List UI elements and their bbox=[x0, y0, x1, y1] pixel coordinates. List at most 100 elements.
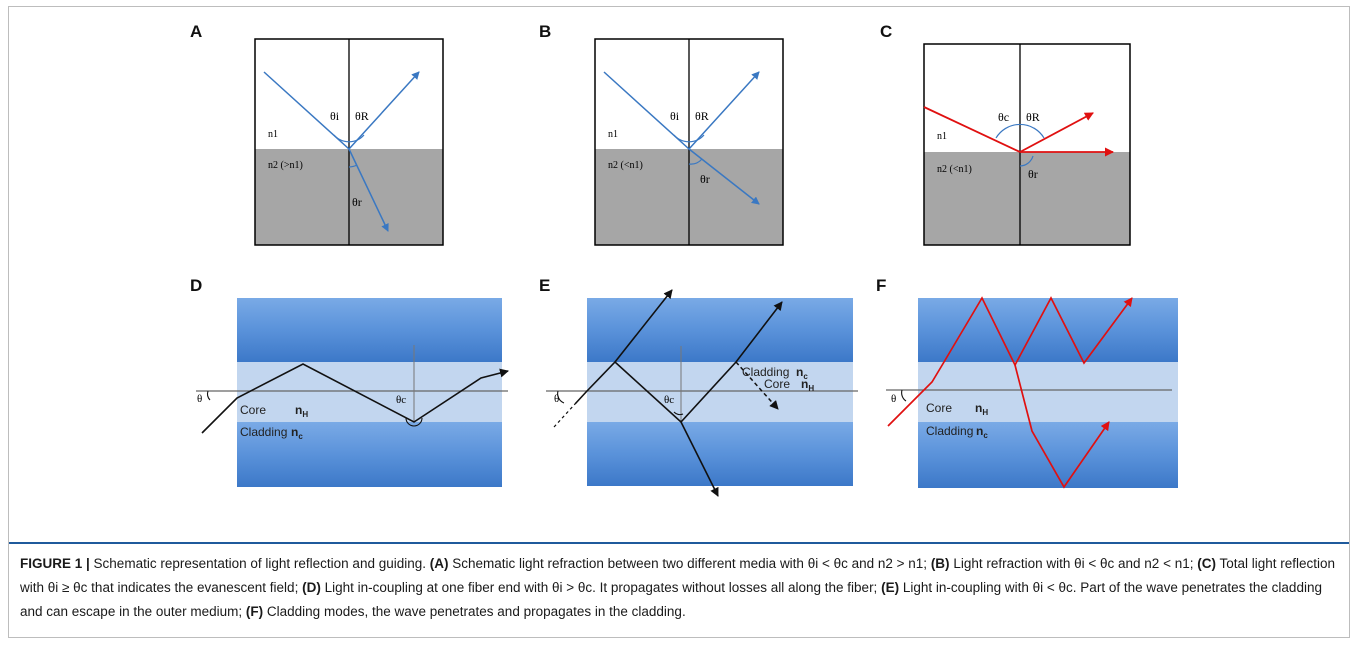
caption-tag-b: (B) bbox=[930, 556, 950, 571]
caption-tag-f: (F) bbox=[245, 604, 264, 619]
panel-letter-a: A bbox=[190, 22, 203, 41]
panel-f-theta: θ bbox=[891, 393, 896, 405]
panel-e-core-label: Core bbox=[764, 377, 790, 391]
panel-d-core-label: Core bbox=[240, 403, 266, 417]
panel-e-main-ray bbox=[574, 301, 783, 424]
caption-divider bbox=[9, 542, 1349, 544]
panel-d-guided-ray bbox=[201, 363, 509, 434]
caption-text-b: Light refraction with θi < θc and n2 < n… bbox=[949, 556, 1194, 571]
panel-letter-f: F bbox=[876, 276, 887, 295]
panel-d-diagram: θ θc Core nH Cladding nc bbox=[196, 298, 509, 487]
figure-caption: FIGURE 1 | Schematic representation of l… bbox=[20, 552, 1340, 624]
panel-e-cladding-top bbox=[587, 298, 853, 362]
panel-f-cladding-top bbox=[918, 298, 1178, 362]
panel-f-core-n: nH bbox=[975, 401, 988, 417]
caption-text-a: Schematic light refraction between two d… bbox=[448, 556, 928, 571]
panel-e-cladding-bottom bbox=[587, 422, 853, 486]
caption-text-d: Light in-coupling at one fiber end with … bbox=[320, 580, 878, 595]
panel-a-theta-r: θr bbox=[352, 195, 362, 209]
panel-f-core-label: Core bbox=[926, 401, 952, 415]
panel-b-n1: n1 bbox=[608, 129, 618, 140]
panel-a-n1: n1 bbox=[268, 129, 278, 140]
panel-e-core-n-symbol: n bbox=[801, 377, 808, 391]
panel-c-angle-arc-bottom bbox=[1019, 155, 1034, 167]
panel-letter-b: B bbox=[539, 22, 552, 41]
caption-tag-a: (A) bbox=[429, 556, 449, 571]
panel-e-escape-ray-left bbox=[614, 289, 673, 363]
panel-a-angle-arc-bottom bbox=[348, 164, 358, 168]
panel-e-core-n-subscript: H bbox=[808, 384, 814, 393]
panel-b-n2: n2 (<n1) bbox=[608, 160, 643, 171]
caption-intro: Schematic representation of light reflec… bbox=[89, 556, 426, 571]
panel-f-cladding-label: Cladding bbox=[926, 424, 973, 438]
panel-a-refracted-ray bbox=[348, 148, 389, 232]
panel-f-cladding-n-symbol: n bbox=[976, 424, 983, 438]
panel-b-theta-r: θr bbox=[700, 172, 710, 186]
panel-c-theta-r: θr bbox=[1028, 167, 1038, 181]
panel-f-cladding-n: nc bbox=[976, 424, 988, 440]
panel-e-core-n: nH bbox=[801, 377, 814, 393]
panel-d-theta-c: θc bbox=[396, 394, 406, 406]
panel-e-theta-c: θc bbox=[664, 394, 674, 406]
panel-c-incident-ray bbox=[923, 106, 1021, 153]
panel-e-cladding-label: Cladding bbox=[742, 365, 789, 379]
panel-a-n2: n2 (>n1) bbox=[268, 160, 303, 171]
panel-c-theta-c: θc bbox=[998, 110, 1009, 124]
panel-d-cladding-n-symbol: n bbox=[291, 425, 298, 439]
panel-e-theta: θ bbox=[554, 393, 559, 405]
panel-b-refracted-ray bbox=[688, 148, 760, 205]
panel-a-angle-arc-top bbox=[333, 134, 365, 143]
panel-f-core bbox=[918, 362, 1178, 422]
caption-tag-c: (C) bbox=[1197, 556, 1216, 571]
panel-e-reflection-arc bbox=[673, 411, 684, 416]
panel-c-border bbox=[923, 43, 1131, 246]
panel-c-theta-R: θR bbox=[1026, 110, 1040, 124]
panel-c-n2: n2 (<n1) bbox=[937, 164, 972, 175]
panel-e-diagram: θ θc Cladding nc Core nH bbox=[546, 289, 858, 497]
panel-e-dashed-ray bbox=[735, 361, 779, 410]
panel-b-theta-R: θR bbox=[695, 109, 709, 123]
panel-letter-e: E bbox=[539, 276, 551, 295]
panel-f-cladding-ray-top bbox=[887, 296, 1133, 427]
caption-figure-label: FIGURE 1 | bbox=[20, 556, 90, 571]
panel-e-incident-dashed bbox=[553, 403, 576, 428]
panel-d-theta: θ bbox=[197, 393, 202, 405]
panel-e-escape-ray-down bbox=[680, 421, 719, 497]
panel-e-cladding-n-symbol: n bbox=[796, 365, 803, 379]
caption-text-c: Total light reflection with θi ≥ θc that… bbox=[20, 556, 1336, 595]
panel-e-entry-arc bbox=[557, 390, 565, 404]
panel-c-angle-arc-top bbox=[995, 123, 1045, 139]
panel-e-cladding-n-subscript: c bbox=[803, 372, 808, 381]
panel-d-core-n: nH bbox=[295, 403, 308, 419]
caption-text-e: Light in-coupling with θi < θc. Part of … bbox=[20, 580, 1322, 619]
panel-b-diagram: θi θR θr n1 n2 (<n1) bbox=[594, 38, 784, 246]
panel-letter-d: D bbox=[190, 276, 203, 295]
figure-frame bbox=[8, 6, 1350, 638]
panel-f-cladding-n-subscript: c bbox=[983, 431, 988, 440]
panel-b-angle-arc-top bbox=[673, 134, 705, 143]
panel-c-n1: n1 bbox=[937, 131, 947, 142]
panel-d-core-n-symbol: n bbox=[295, 403, 302, 417]
panel-f-diagram: θ Core nH Cladding nc bbox=[886, 296, 1178, 489]
panel-b-reflected-ray bbox=[688, 71, 760, 150]
panel-a-theta-R: θR bbox=[355, 109, 369, 123]
panel-b-theta-i: θi bbox=[670, 109, 680, 123]
panel-d-cladding-n-subscript: c bbox=[298, 432, 303, 441]
panel-letter-c: C bbox=[880, 22, 893, 41]
caption-tag-e: (E) bbox=[881, 580, 900, 595]
panel-f-core-n-subscript: H bbox=[982, 408, 988, 417]
panel-d-entry-arc bbox=[207, 390, 211, 401]
panel-d-cladding-label: Cladding bbox=[240, 425, 287, 439]
panel-f-core-n-symbol: n bbox=[975, 401, 982, 415]
panel-f-entry-arc bbox=[901, 389, 907, 402]
panel-d-reflection-arc bbox=[405, 417, 423, 427]
panel-c-reflected-ray bbox=[1019, 112, 1094, 153]
panel-a-reflected-ray bbox=[348, 71, 420, 150]
panel-b-angle-arc-bottom bbox=[688, 158, 703, 165]
caption-text-f: Cladding modes, the wave penetrates and … bbox=[263, 604, 686, 619]
caption-tag-d: (D) bbox=[302, 580, 321, 595]
panel-d-core-n-subscript: H bbox=[302, 410, 308, 419]
panel-d-cladding-n: nc bbox=[291, 425, 303, 441]
panel-f-cladding-bottom bbox=[918, 422, 1178, 488]
panel-f-cladding-ray-bottom bbox=[1014, 364, 1110, 489]
